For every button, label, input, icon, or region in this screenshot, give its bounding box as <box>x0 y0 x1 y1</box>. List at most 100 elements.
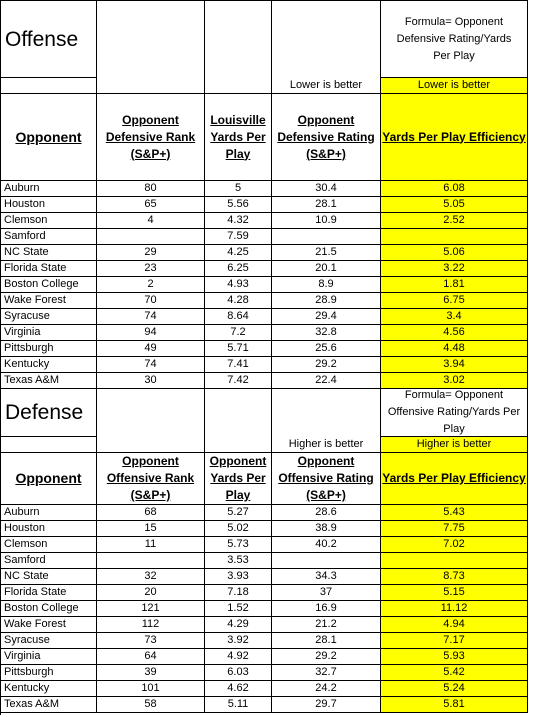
cell-text: 7.41 <box>227 358 249 370</box>
header-text: (S&P+) <box>130 488 171 502</box>
cell-text: 28.1 <box>315 198 337 210</box>
cell-text: 21.5 <box>315 246 337 258</box>
cell-text: 5.11 <box>227 698 249 710</box>
table-cell: 4.29 <box>205 617 272 633</box>
cell-text: NC State <box>4 246 49 258</box>
column-header: Opponent Yards Per Play <box>205 453 272 505</box>
cell-text: Clemson <box>4 214 48 226</box>
table-cell: 3.94 <box>381 357 528 373</box>
blank-cell <box>1 437 97 453</box>
table-cell: 4.93 <box>205 277 272 293</box>
cell-text: 6.08 <box>443 182 465 194</box>
cell-text: 29.2 <box>315 650 337 662</box>
cell-text: Florida State <box>4 262 67 274</box>
table-cell: 3.4 <box>381 309 528 325</box>
note: Higher is better <box>288 438 364 450</box>
table-cell: 29.7 <box>272 697 381 713</box>
table-cell: 5.42 <box>381 665 528 681</box>
table-cell: 29.2 <box>272 649 381 665</box>
section-title: Offense <box>1 1 97 78</box>
table-cell: 74 <box>97 309 205 325</box>
cell-text: 38.9 <box>315 522 337 534</box>
table-cell: 5 <box>205 181 272 197</box>
cell-text: 28.9 <box>315 294 337 306</box>
formula-line: Play <box>443 423 465 435</box>
cell-text: 32 <box>144 570 157 582</box>
cell-text: 32.7 <box>315 666 337 678</box>
table-cell: 5.43 <box>381 505 528 521</box>
table-cell: 39 <box>97 665 205 681</box>
cell-text: Syracuse <box>4 634 50 646</box>
cell-text: 3.53 <box>227 554 249 566</box>
cell-text: 4.92 <box>227 650 249 662</box>
table-cell: Florida State <box>1 585 97 601</box>
table-cell: 20.1 <box>272 261 381 277</box>
table-cell: 21.2 <box>272 617 381 633</box>
table-cell: 5.24 <box>381 681 528 697</box>
cell-text: Wake Forest <box>4 618 66 630</box>
cell-text: 5.06 <box>443 246 465 258</box>
table-cell: Kentucky <box>1 681 97 697</box>
cell-text: 21.2 <box>315 618 337 630</box>
table-cell: 21.5 <box>272 245 381 261</box>
table-cell: 5.71 <box>205 341 272 357</box>
table-cell: 30 <box>97 373 205 389</box>
table-cell: 1.52 <box>205 601 272 617</box>
table-cell: 8.9 <box>272 277 381 293</box>
table-cell: 3.02 <box>381 373 528 389</box>
cell-text: 3.93 <box>227 570 249 582</box>
table-cell: 5.02 <box>205 521 272 537</box>
table-cell: Samford <box>1 553 97 569</box>
table-cell: 28.6 <box>272 505 381 521</box>
cell-text: 5.24 <box>443 682 465 694</box>
table-cell: 5.81 <box>381 697 528 713</box>
cell-text: Boston College <box>4 602 79 614</box>
header-text: (S&P+) <box>306 488 346 502</box>
table-cell: 4.48 <box>381 341 528 357</box>
table-cell: 38.9 <box>272 521 381 537</box>
table-cell: 8.64 <box>205 309 272 325</box>
table-cell <box>97 553 205 569</box>
column-header: Yards Per Play Efficiency <box>381 453 528 505</box>
header-text: Opponent <box>122 112 179 127</box>
cell-text: Kentucky <box>4 358 50 370</box>
table-cell: 94 <box>97 325 205 341</box>
cell-text: Pittsburgh <box>4 666 54 678</box>
note: Lower is better <box>289 79 363 91</box>
table-cell: 4.25 <box>205 245 272 261</box>
table-cell: 121 <box>97 601 205 617</box>
cell-text: Virginia <box>4 650 41 662</box>
table-cell: Virginia <box>1 325 97 341</box>
table-cell: Syracuse <box>1 633 97 649</box>
table-cell: 5.06 <box>381 245 528 261</box>
table-cell: 6.25 <box>205 261 272 277</box>
header-text: Opponent <box>297 112 355 127</box>
table-cell: 5.27 <box>205 505 272 521</box>
cell-text: 58 <box>144 698 157 710</box>
cell-text: Auburn <box>4 182 40 194</box>
column-header: Opponent Defensive Rating (S&P+) <box>272 94 381 181</box>
column-header: Louisville Yards Per Play <box>205 94 272 181</box>
blank-cell <box>205 389 272 453</box>
cell-text: 4.28 <box>227 294 249 306</box>
cell-text: 2.52 <box>443 214 465 226</box>
cell-text: 4.56 <box>443 326 465 338</box>
cell-text: Boston College <box>4 278 79 290</box>
table-cell: 32.7 <box>272 665 381 681</box>
cell-text: 6.75 <box>443 294 465 306</box>
table-cell: 49 <box>97 341 205 357</box>
table-cell: 65 <box>97 197 205 213</box>
cell-text: 5.73 <box>227 538 249 550</box>
table-cell: 4.28 <box>205 293 272 309</box>
table-cell: 7.17 <box>381 633 528 649</box>
table-cell: 29.4 <box>272 309 381 325</box>
table-cell: 4.92 <box>205 649 272 665</box>
table-cell: Clemson <box>1 537 97 553</box>
table-cell: 101 <box>97 681 205 697</box>
header-text: Opponent <box>297 454 355 468</box>
cell-text: 4.32 <box>227 214 249 226</box>
header-text: Opponent <box>209 454 267 468</box>
cell-text: 5.56 <box>227 198 249 210</box>
cell-text: 80 <box>144 182 157 194</box>
table-cell <box>381 229 528 245</box>
